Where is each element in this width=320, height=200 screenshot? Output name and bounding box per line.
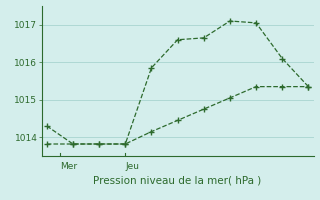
Text: Mer: Mer	[60, 162, 77, 171]
Text: Jeu: Jeu	[125, 162, 139, 171]
X-axis label: Pression niveau de la mer( hPa ): Pression niveau de la mer( hPa )	[93, 175, 262, 185]
